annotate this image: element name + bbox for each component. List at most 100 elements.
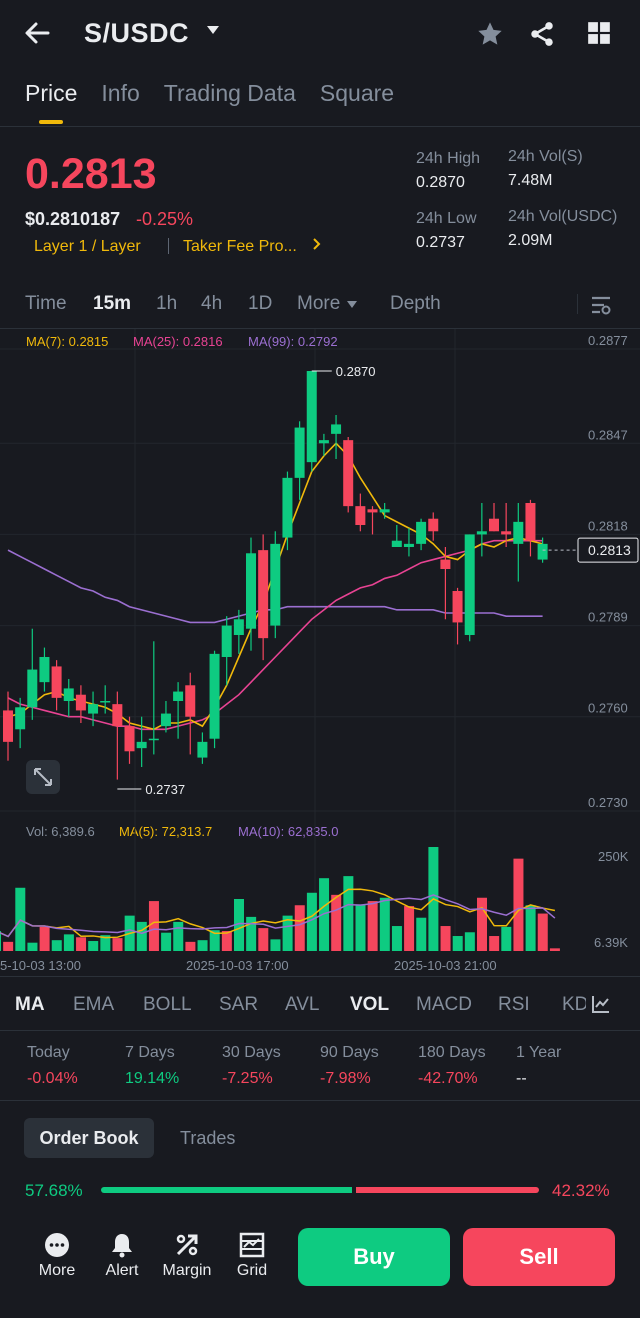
- active-tab-indicator: [39, 120, 63, 124]
- fee-tag[interactable]: Taker Fee Pro...: [183, 238, 297, 255]
- perf-value: -7.98%: [320, 1070, 371, 1087]
- sell-button[interactable]: Sell: [463, 1228, 615, 1286]
- low-value: 0.2737: [416, 234, 465, 251]
- tf-4h[interactable]: 4h: [201, 293, 223, 314]
- tf-1h[interactable]: 1h: [156, 293, 178, 314]
- price-axis-label: 0.2877: [588, 333, 628, 348]
- candle-body: [403, 543, 414, 547]
- tf-time[interactable]: Time: [25, 293, 67, 314]
- divider: [577, 294, 578, 314]
- volume-bar: [355, 904, 366, 951]
- candle-body: [318, 440, 329, 444]
- candle-body: [124, 726, 135, 752]
- buy-button[interactable]: Buy: [298, 1228, 450, 1286]
- volume-bar: [513, 858, 524, 951]
- tag-separator: [168, 238, 169, 254]
- current-price-tag: 0.2813: [588, 542, 631, 558]
- bottom-alert[interactable]: Alert: [92, 1232, 152, 1280]
- volume-bar: [319, 878, 330, 951]
- ind-rsi[interactable]: RSI: [498, 994, 530, 1015]
- volume-bar: [15, 887, 26, 951]
- vol-ma5-line: [0, 888, 556, 939]
- candle-body: [160, 713, 171, 727]
- candle-body: [306, 371, 317, 463]
- chart-settings-icon[interactable]: [590, 294, 612, 321]
- volume-bar: [258, 928, 269, 951]
- tab-trading-data[interactable]: Trading Data: [163, 80, 296, 106]
- arrow-left-icon[interactable]: [22, 18, 60, 50]
- grid-icon[interactable]: [586, 20, 612, 51]
- volume-chart[interactable]: 250K 6.39K 5-10-03 13:00 2025-10-03 17:00 20…: [0, 821, 640, 976]
- candle-body: [489, 518, 499, 532]
- ind-ma[interactable]: MA: [15, 994, 45, 1015]
- ind-vol[interactable]: VOL: [350, 994, 390, 1015]
- bottom-more-label: More: [38, 1262, 76, 1279]
- candle-body: [100, 701, 111, 703]
- tf-15m[interactable]: 15m: [93, 293, 132, 314]
- expand-icon[interactable]: [26, 760, 60, 794]
- ma25-legend: MA(25): 0.2816: [133, 334, 223, 349]
- tab-order-book[interactable]: Order Book: [24, 1118, 154, 1158]
- price-chart[interactable]: 0.2877 0.2847 0.2818 0.2789 0.2760 0.2730 0.28…: [0, 329, 640, 821]
- perf-value: 19.14%: [125, 1070, 180, 1087]
- chevron-right-icon[interactable]: [312, 236, 322, 257]
- vol-usdc-label: 24h Vol(USDC): [508, 208, 618, 225]
- usd-price: $0.2810187: [25, 209, 121, 229]
- candle-body: [185, 685, 196, 717]
- candle-body: [39, 657, 50, 683]
- ind-ema[interactable]: EMA: [73, 994, 115, 1015]
- tf-depth[interactable]: Depth: [390, 293, 441, 314]
- pair-title[interactable]: S/USDC: [84, 18, 190, 48]
- perf-label: 7 Days: [125, 1044, 175, 1061]
- volume-bar: [416, 917, 427, 951]
- bottom-grid[interactable]: Grid: [222, 1232, 282, 1280]
- tab-info[interactable]: Info: [101, 80, 140, 106]
- volume-bar: [464, 932, 475, 951]
- candle-body: [476, 531, 487, 535]
- bottom-more[interactable]: More: [27, 1232, 87, 1280]
- bottom-margin[interactable]: Margin: [157, 1232, 217, 1280]
- divider: [0, 976, 640, 977]
- tab-price[interactable]: Price: [25, 80, 78, 106]
- price-axis-label: 0.2789: [588, 610, 628, 625]
- current-price-tag-box: [577, 537, 639, 563]
- more-icon: [27, 1232, 87, 1262]
- candle-body: [173, 691, 184, 701]
- perf-label: 90 Days: [320, 1044, 379, 1061]
- perf-label: 30 Days: [222, 1044, 281, 1061]
- candle-body: [416, 521, 427, 544]
- tab-square[interactable]: Square: [319, 80, 395, 106]
- ratio-bar: [101, 1187, 539, 1193]
- star-icon[interactable]: [476, 20, 504, 53]
- perf-label: 1 Year: [516, 1044, 562, 1061]
- volume-bar: [63, 934, 74, 951]
- share-icon[interactable]: [528, 20, 556, 53]
- caret-down-icon[interactable]: [205, 22, 221, 43]
- tf-1d[interactable]: 1D: [248, 293, 273, 314]
- ind-sar[interactable]: SAR: [219, 994, 259, 1015]
- bottom-alert-label: Alert: [105, 1262, 139, 1279]
- time-axis-label: 2025-10-03 17:00: [186, 958, 289, 973]
- ind-avl[interactable]: AVL: [285, 994, 320, 1015]
- volume-axis-label: 250K: [598, 849, 629, 864]
- ind-kd[interactable]: KD: [562, 994, 586, 1015]
- candle-body: [63, 688, 74, 701]
- indicator-settings-icon[interactable]: [591, 994, 611, 1019]
- perf-label: Today: [27, 1044, 70, 1061]
- ind-boll[interactable]: BOLL: [143, 994, 192, 1015]
- candle-body: [513, 521, 524, 544]
- last-price: 0.2813: [25, 150, 157, 198]
- price-axis-label: 0.2847: [588, 427, 628, 442]
- caret-down-icon[interactable]: [346, 297, 358, 315]
- ma7-legend: MA(7): 0.2815: [26, 334, 109, 349]
- tab-trades[interactable]: Trades: [180, 1128, 236, 1148]
- volume-bar: [161, 932, 172, 951]
- volume-bar: [549, 948, 560, 951]
- tf-more[interactable]: More: [297, 293, 341, 314]
- volume-bar: [76, 937, 87, 951]
- category-tag[interactable]: Layer 1 / Layer: [34, 238, 141, 255]
- volume-bar: [148, 901, 159, 951]
- ind-macd[interactable]: MACD: [416, 994, 472, 1015]
- divider: [0, 1100, 640, 1101]
- volume-bar: [51, 940, 62, 951]
